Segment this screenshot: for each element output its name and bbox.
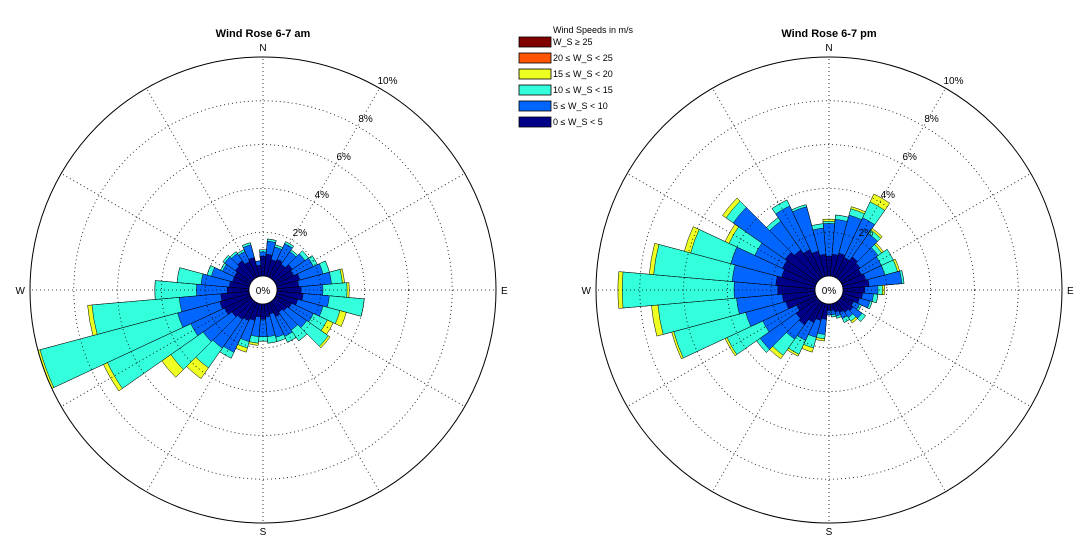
direction-label-w: W [582,286,592,297]
bars-group [37,238,365,392]
grid-spoke [835,301,946,492]
grid-spoke [627,173,818,284]
grid-ring [160,187,365,392]
grid-ring [117,144,409,436]
axis-labels: N E S W 2% 4% 6% 8% 10% [16,43,508,538]
direction-label-n: N [259,43,266,54]
grid-ring [727,187,932,392]
grid-spoke [146,301,257,492]
grid-spoke [835,88,946,279]
center-hub [248,275,278,305]
legend-items: W_S ≥ 25 20 ≤ W_S < 25 15 ≤ W_S < 20 10 ≤ W… [518,36,613,128]
legend-swatch [518,52,552,64]
center-label: 0% [822,286,837,297]
direction-label-e: E [501,286,508,297]
grid-ring [73,100,453,480]
radial-tick-label: 4% [881,190,896,201]
chart-title: Wind Rose 6-7 pm [781,28,876,40]
radial-tick-label: 2% [859,228,874,239]
legend-label: 10 ≤ W_S < 15 [553,85,613,95]
radial-tick-label: 10% [943,76,963,87]
grid-ring [204,231,322,349]
wind-rose-pm: Wind Rose 6-7 pm N E S W 2% 4% 6% 8% 10%… [582,28,1074,538]
polar-grid [29,56,497,524]
radial-tick-label: 6% [902,152,917,163]
grid-spoke [61,173,252,284]
center-label: 0% [256,286,271,297]
grid-ring [770,231,888,349]
grid-ring [683,144,975,436]
direction-label-w: W [16,286,26,297]
legend-swatch [518,68,552,80]
grid-spoke [146,88,257,279]
grid-spoke [627,296,818,407]
grid-spoke [61,296,252,407]
radial-tick-label: 10% [377,76,397,87]
grid-ring [595,56,1063,524]
legend-label: W_S ≥ 25 [553,37,592,47]
grid-ring [29,56,497,524]
center-hub [814,275,844,305]
axis-labels: N E S W 2% 4% 6% 8% 10% [582,43,1074,538]
radial-tick-label: 8% [358,114,373,125]
radial-tick-label: 2% [293,228,308,239]
grid-spoke [840,296,1031,407]
grid-ring [639,100,1019,480]
radial-tick-label: 8% [924,114,939,125]
polar-grid [595,56,1063,524]
radial-tick-label: 6% [336,152,351,163]
bars-group [617,193,905,360]
chart-title: Wind Rose 6-7 am [216,28,311,40]
legend-label: 5 ≤ W_S < 10 [553,101,608,111]
legend-label: 15 ≤ W_S < 20 [553,69,613,79]
radial-tick-label: 4% [315,190,330,201]
legend-swatch [518,84,552,96]
grid-spoke [712,301,823,492]
grid-spoke [274,296,465,407]
legend-swatch [518,116,552,128]
grid-spoke [712,88,823,279]
grid-spoke [269,301,380,492]
grid-spoke [840,173,1031,284]
legend-label: 20 ≤ W_S < 25 [553,53,613,63]
legend-swatch [518,100,552,112]
legend-title: Wind Speeds in m/s [553,25,634,35]
direction-label-e: E [1067,286,1074,297]
legend: Wind Speeds in m/s W_S ≥ 25 20 ≤ W_S < 25… [517,24,635,128]
direction-label-s: S [826,527,833,538]
legend-swatch [518,36,552,48]
legend-label: 0 ≤ W_S < 5 [553,117,603,127]
direction-label-n: N [825,43,832,54]
wind-rose-am: Wind Rose 6-7 am N E S W 2% 4% 6% 8% 10%… [16,28,508,538]
grid-spoke [269,88,380,279]
grid-spoke [274,173,465,284]
direction-label-s: S [260,527,267,538]
